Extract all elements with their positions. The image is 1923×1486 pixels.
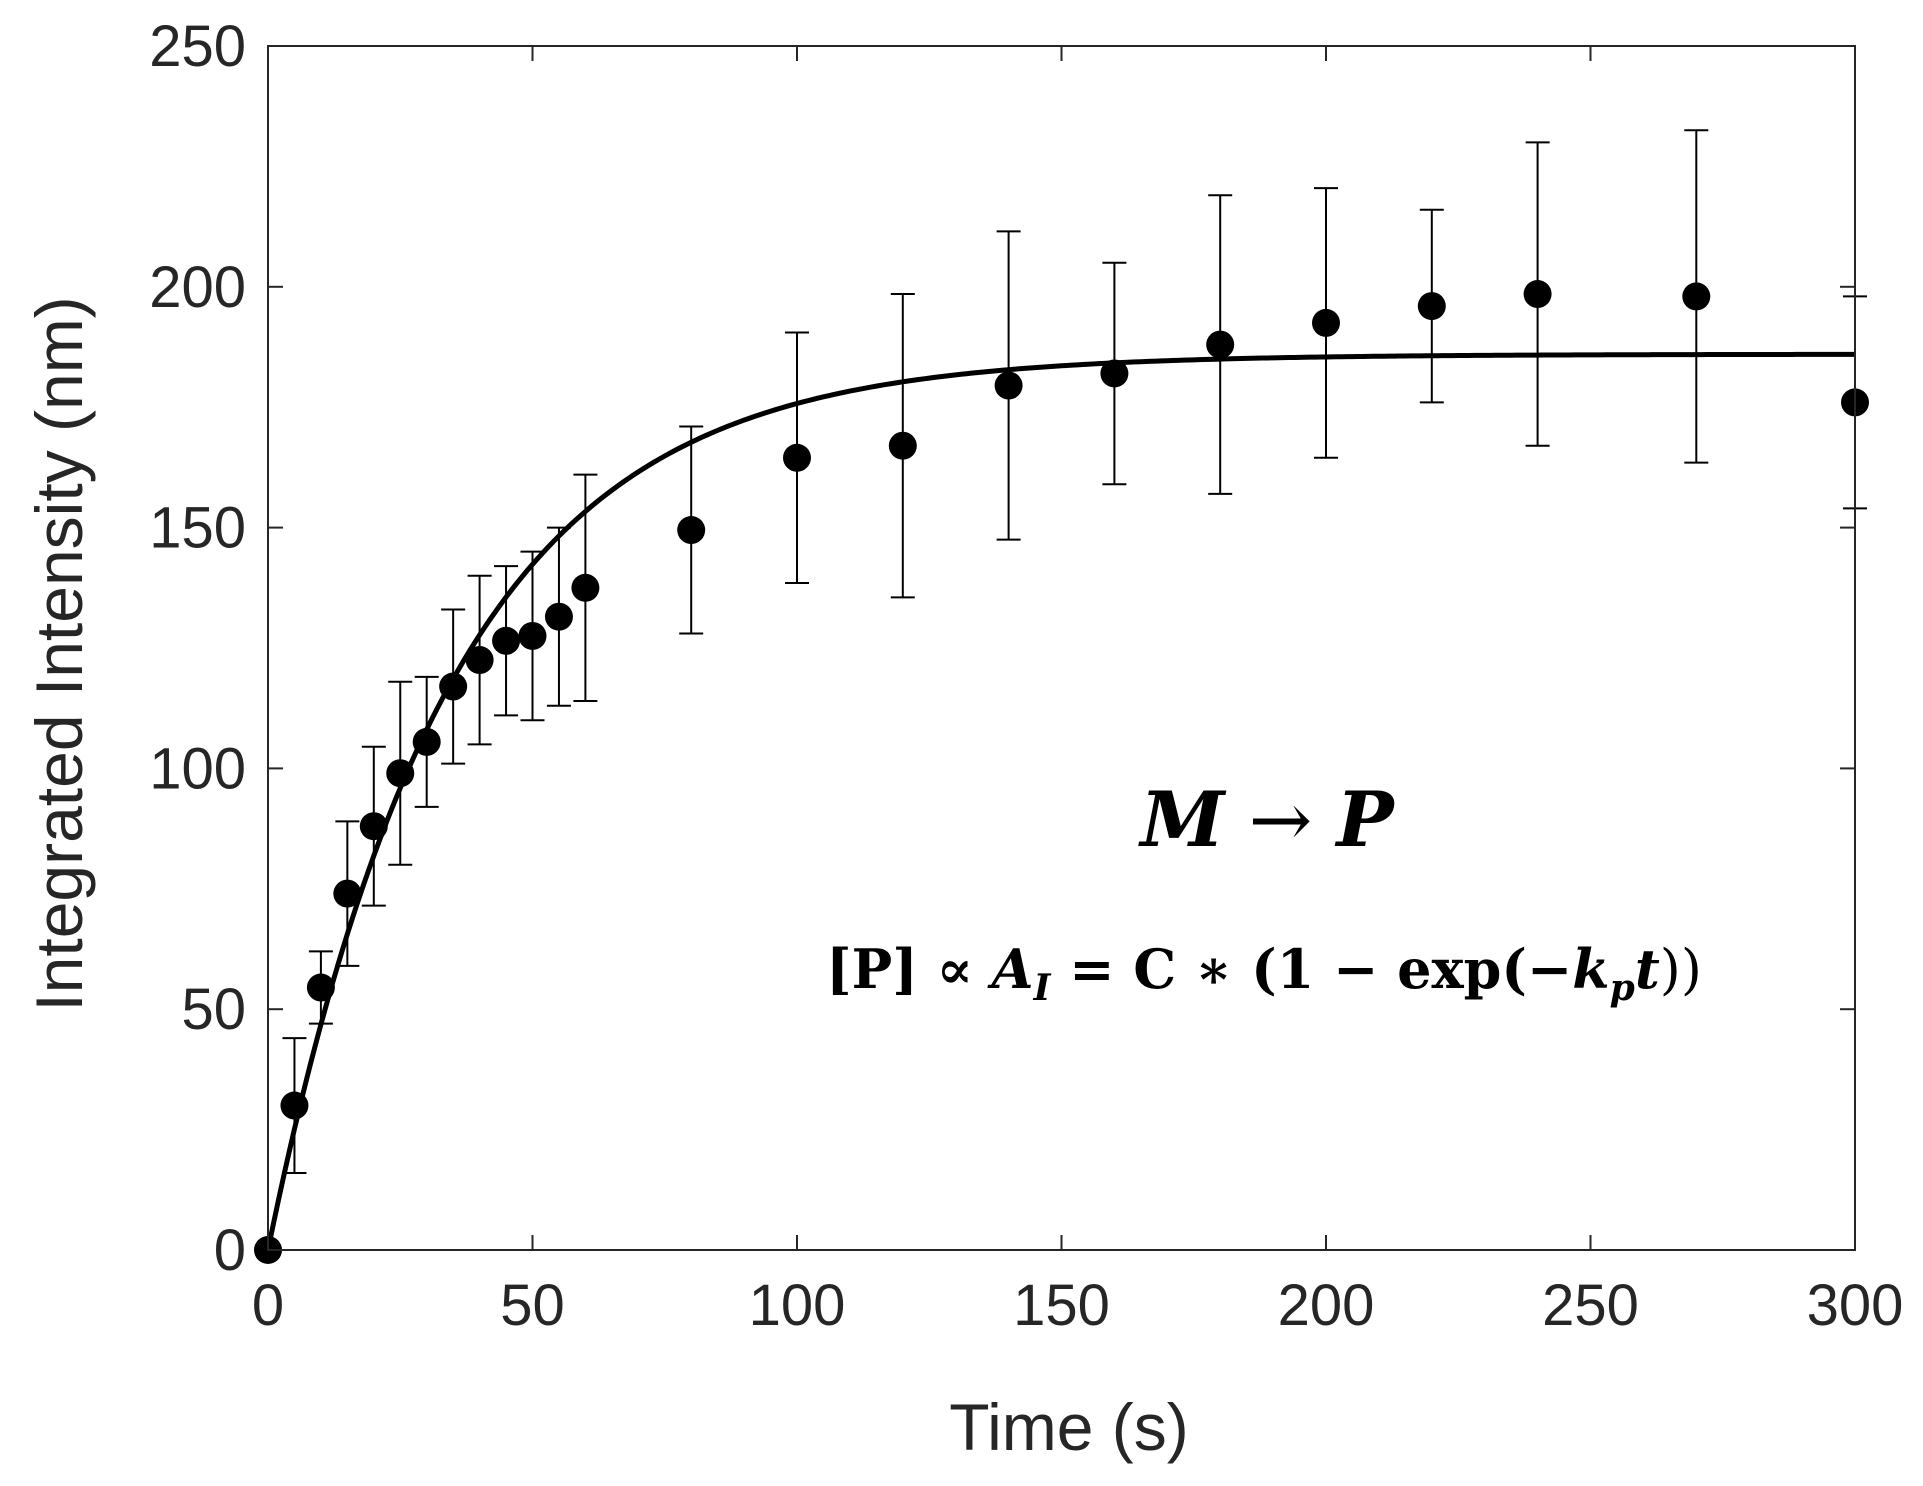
x-tick-label: 50 xyxy=(500,1273,565,1338)
data-point xyxy=(492,626,521,655)
y-tick-label: 100 xyxy=(149,736,246,801)
data-point xyxy=(571,573,600,602)
y-tick-label: 0 xyxy=(214,1218,246,1283)
eq-lhs: [P] ∝ xyxy=(826,937,992,1001)
fit-curve xyxy=(265,351,1856,1251)
data-point xyxy=(280,1091,309,1120)
y-axis-title: Integrated Intensity (nm) xyxy=(22,296,96,1011)
data-point xyxy=(359,812,388,841)
eq-mid: = C ∗ (1 − exp(− xyxy=(1050,937,1572,1001)
reaction-p: P xyxy=(1334,775,1395,864)
reaction-annotation: M → P xyxy=(1137,775,1395,864)
data-point xyxy=(1312,308,1340,337)
data-point xyxy=(1206,330,1235,359)
eq-t: t xyxy=(1635,937,1660,1001)
data-point xyxy=(1682,282,1711,311)
eq-a: A xyxy=(987,937,1034,1001)
data-point xyxy=(677,516,706,545)
data-point xyxy=(1523,280,1552,309)
eq-a-sub: I xyxy=(1033,967,1052,1009)
data-point xyxy=(386,759,415,788)
rate-equation-annotation: [P] ∝ AI = C ∗ (1 − exp(−kpt)) xyxy=(826,937,1702,1009)
data-point xyxy=(544,602,573,631)
x-tick-label: 250 xyxy=(1542,1273,1639,1338)
x-tick-label: 300 xyxy=(1807,1273,1904,1338)
y-tick-label: 50 xyxy=(181,977,246,1042)
data-point xyxy=(888,431,917,460)
tick-layer: 0 50 100 150 200 250 300 0 50 100 150 200 250 xyxy=(149,14,1903,1338)
y-tick-label: 250 xyxy=(149,14,246,79)
x-tick-label: 0 xyxy=(252,1273,284,1338)
data-point xyxy=(439,672,468,701)
reaction-m: M xyxy=(1137,775,1226,864)
x-tick-label: 100 xyxy=(749,1273,846,1338)
x-axis-title: Time (s) xyxy=(949,1390,1189,1464)
y-tick-label: 200 xyxy=(149,255,246,320)
data-point xyxy=(783,443,811,472)
data-point xyxy=(1100,359,1129,388)
reaction-arrow: → xyxy=(1224,775,1336,864)
eq-k-sub: p xyxy=(1610,967,1635,1009)
data-point xyxy=(412,727,441,756)
data-point xyxy=(518,621,547,650)
y-tick-label: 150 xyxy=(149,496,246,561)
eq-rhs: )) xyxy=(1660,938,1702,1001)
data-point xyxy=(1417,292,1446,321)
fit-layer xyxy=(265,351,1856,1251)
data-point xyxy=(465,646,494,675)
data-point xyxy=(306,973,335,1002)
x-tick-label: 150 xyxy=(1013,1273,1110,1338)
data-point xyxy=(994,371,1023,400)
eq-k: k xyxy=(1572,937,1609,1001)
data-point xyxy=(333,879,362,908)
x-tick-label: 200 xyxy=(1278,1273,1375,1338)
